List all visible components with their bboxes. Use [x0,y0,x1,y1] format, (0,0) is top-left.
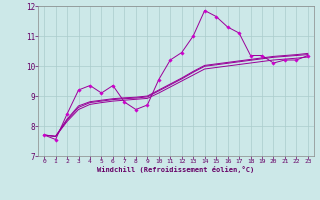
X-axis label: Windchill (Refroidissement éolien,°C): Windchill (Refroidissement éolien,°C) [97,166,255,173]
